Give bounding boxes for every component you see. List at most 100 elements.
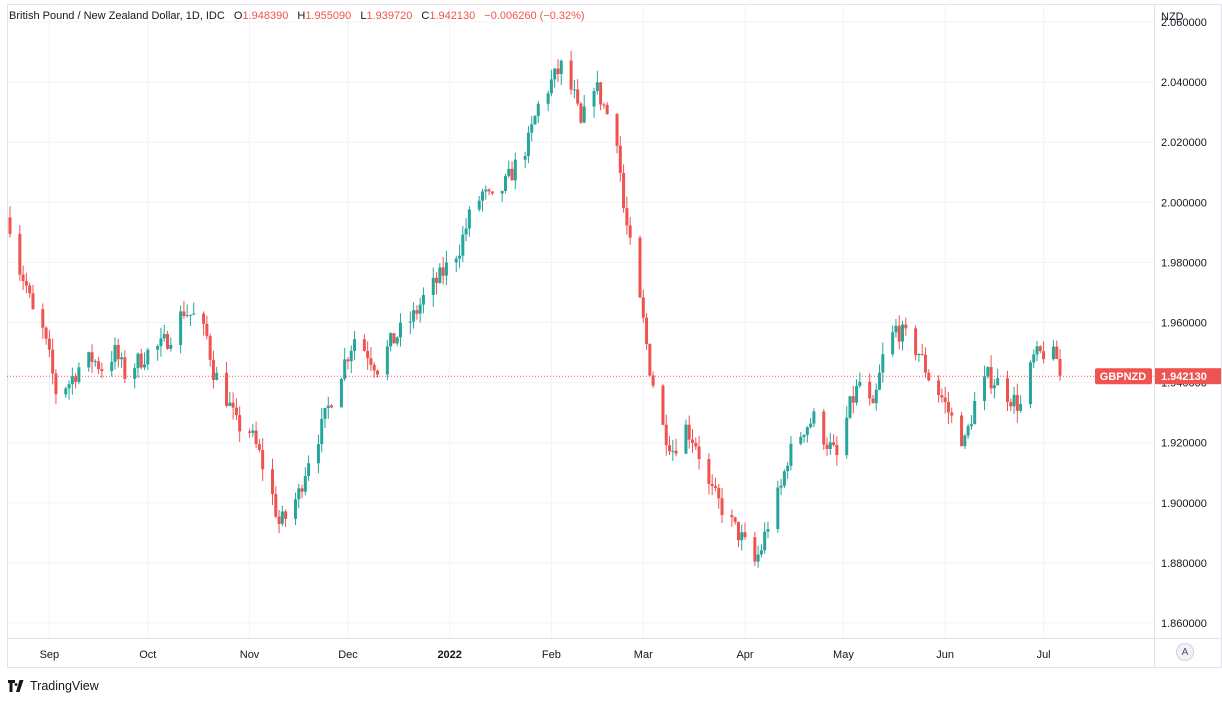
candle-body	[93, 361, 97, 363]
candle-body	[973, 401, 977, 425]
candle-body	[707, 459, 711, 485]
candle-body	[576, 89, 580, 104]
change-value: −0.006260 (−0.32%)	[484, 10, 585, 22]
candle-body	[881, 354, 885, 373]
candle-body	[743, 532, 747, 538]
candle-body	[316, 444, 320, 464]
candle-body	[323, 408, 327, 419]
candle-body	[211, 359, 215, 380]
candle-body	[549, 79, 553, 94]
candle-body	[848, 396, 852, 418]
candle-body	[966, 426, 970, 436]
candle-body	[1042, 351, 1046, 360]
candle-body	[271, 469, 274, 494]
candle-body	[546, 93, 550, 104]
candle-body	[851, 396, 855, 403]
candle-body	[408, 321, 412, 323]
time-tick-label: Oct	[139, 649, 156, 661]
candle-body	[261, 449, 265, 470]
candle-body	[1055, 346, 1059, 360]
high-value: 1.955090	[305, 10, 352, 22]
candle-body	[44, 327, 48, 339]
candle-body	[605, 104, 609, 115]
time-tick-label: Dec	[338, 649, 358, 661]
candle-body	[648, 344, 652, 376]
candle-body	[77, 367, 81, 382]
candle-body	[789, 443, 793, 466]
time-tick-label: Sep	[40, 649, 60, 661]
candle-body	[1028, 362, 1032, 405]
candle-body	[461, 234, 465, 256]
candle-body	[618, 145, 622, 173]
candle-body	[763, 531, 767, 551]
close-label: C	[421, 10, 430, 22]
candle-body	[776, 487, 780, 529]
candle-body	[185, 315, 189, 317]
candle-body	[569, 60, 573, 90]
candle-body	[238, 415, 242, 432]
candle-body	[507, 168, 511, 176]
candle-body	[694, 442, 698, 447]
candle-body	[986, 367, 990, 377]
time-tick-label: Jul	[1037, 649, 1051, 661]
candle-body	[41, 309, 45, 328]
candle-body	[133, 368, 137, 379]
candle-body	[74, 376, 78, 382]
price-tick-label: 1.960000	[1161, 318, 1207, 330]
candle-body	[392, 333, 396, 344]
low-value: 1.939720	[366, 10, 413, 22]
auto-scale-button[interactable]: A	[1176, 643, 1194, 661]
candle-body	[395, 337, 399, 344]
candle-body	[625, 208, 629, 226]
candle-body	[51, 349, 55, 374]
candle-body	[691, 439, 694, 443]
candle-body	[651, 375, 655, 386]
candle-body	[835, 444, 839, 456]
candle-body	[274, 493, 278, 517]
candle-body	[901, 324, 904, 342]
candle-body	[225, 372, 229, 406]
candle-body	[674, 450, 678, 454]
open-value: 1.948390	[242, 10, 289, 22]
candle-body	[64, 388, 68, 395]
candle-body	[54, 373, 58, 395]
time-tick-label: Mar	[634, 649, 653, 661]
candle-body	[454, 258, 458, 263]
candle-body	[385, 346, 389, 375]
candle-body	[832, 442, 836, 445]
candle-body	[110, 361, 114, 372]
candle-body	[159, 338, 163, 347]
footer-branding[interactable]: TradingView	[8, 676, 99, 696]
candle-body	[280, 511, 284, 524]
candle-body	[441, 267, 445, 276]
candle-body	[638, 237, 642, 298]
candle-body	[228, 402, 232, 406]
candle-body	[641, 297, 645, 318]
candle-body	[602, 104, 606, 106]
candle-body	[799, 436, 803, 444]
candle-body	[917, 353, 921, 356]
candlestick-chart[interactable]: 2.060000 2.040000 2.020000 2.000000 1.980000…	[7, 4, 1222, 668]
candle-body	[438, 267, 442, 283]
price-tick-label: 1.920000	[1161, 438, 1207, 450]
price-tick-label: 2.040000	[1161, 77, 1207, 89]
candle-body	[786, 465, 790, 472]
candle-body	[481, 191, 484, 201]
candle-body	[989, 367, 993, 389]
candle-body	[733, 517, 737, 522]
candle-body	[484, 189, 488, 192]
candle-body	[661, 385, 665, 425]
candle-body	[802, 434, 806, 437]
candle-body	[169, 345, 173, 349]
candle-body	[782, 471, 786, 486]
candle-body	[320, 418, 324, 445]
candle-body	[277, 516, 281, 524]
candle-body	[579, 103, 583, 123]
candle-body	[536, 103, 540, 117]
candle-body	[182, 311, 186, 316]
candle-body	[858, 381, 862, 386]
candle-body	[343, 359, 347, 379]
price-tick-label: 1.900000	[1161, 498, 1207, 510]
chart-frame[interactable]: 2.060000 2.040000 2.020000 2.000000 1.980000…	[7, 4, 1222, 668]
candle-body	[730, 515, 734, 518]
